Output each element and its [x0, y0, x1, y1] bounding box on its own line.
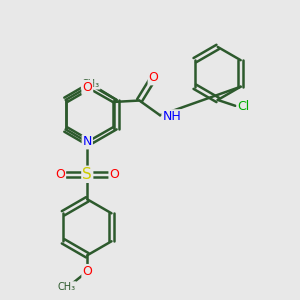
Text: NH: NH — [162, 110, 181, 123]
Text: Cl: Cl — [238, 100, 250, 113]
Text: O: O — [82, 81, 92, 94]
Text: O: O — [82, 265, 92, 278]
Text: O: O — [55, 168, 65, 181]
Text: CH₃: CH₃ — [82, 79, 100, 89]
Text: S: S — [82, 167, 92, 182]
Text: N: N — [82, 135, 92, 148]
Text: CH₃: CH₃ — [58, 282, 76, 292]
Text: O: O — [148, 71, 158, 84]
Text: O: O — [110, 168, 119, 181]
